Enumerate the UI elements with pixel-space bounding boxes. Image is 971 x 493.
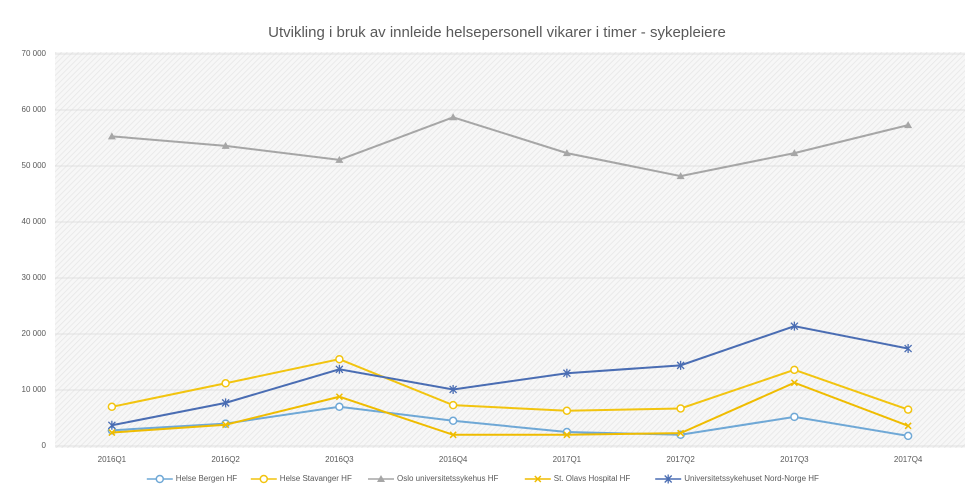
y-tick-label: 60 000 — [22, 105, 47, 114]
marker — [562, 406, 572, 415]
legend-label: Oslo universitetssykehus HF — [397, 474, 498, 483]
x-tick-label: 2017Q2 — [666, 455, 695, 464]
marker — [676, 404, 685, 413]
marker — [259, 474, 269, 484]
legend-label: Helse Stavanger HF — [280, 474, 352, 483]
marker — [664, 474, 673, 484]
x-tick-label: 2016Q3 — [325, 455, 354, 464]
marker — [335, 402, 344, 412]
marker — [790, 412, 799, 422]
y-tick-label: 0 — [42, 441, 47, 450]
marker — [108, 429, 116, 437]
y-tick-label: 10 000 — [22, 385, 47, 394]
legend-label: St. Olavs Hospital HF — [554, 474, 631, 483]
y-tick-label: 40 000 — [22, 217, 47, 226]
marker — [904, 121, 913, 129]
marker — [221, 398, 230, 408]
marker — [335, 364, 344, 374]
y-tick-label: 70 000 — [22, 49, 47, 58]
x-tick-label: 2017Q1 — [553, 455, 582, 464]
chart-title: Utvikling i bruk av innleide helseperson… — [268, 24, 726, 41]
y-tick-label: 20 000 — [22, 329, 47, 338]
marker — [335, 155, 344, 163]
series-line — [111, 381, 909, 436]
marker — [335, 354, 344, 364]
marker — [790, 365, 799, 375]
marker — [449, 384, 458, 394]
marker — [562, 368, 571, 378]
marker — [107, 132, 116, 140]
marker — [903, 431, 913, 441]
x-tick-label: 2017Q3 — [780, 455, 809, 464]
marker — [904, 422, 912, 430]
marker — [790, 149, 799, 157]
marker — [563, 431, 571, 439]
marker — [448, 400, 458, 410]
series-line — [111, 325, 909, 427]
marker — [677, 429, 685, 437]
marker — [449, 113, 458, 121]
marker — [676, 360, 685, 370]
marker — [790, 321, 799, 331]
marker — [377, 475, 385, 482]
x-tick-label: 2016Q2 — [211, 455, 240, 464]
marker — [449, 431, 457, 439]
legend-label: Universitetssykehuset Nord-Norge HF — [684, 474, 819, 483]
y-tick-label: 50 000 — [22, 161, 47, 170]
marker — [562, 149, 571, 157]
marker — [221, 379, 230, 388]
x-tick-label: 2016Q1 — [98, 455, 127, 464]
marker — [107, 420, 116, 430]
plot-background — [55, 52, 965, 448]
marker — [221, 141, 230, 149]
marker — [335, 393, 343, 401]
series-line — [111, 358, 909, 412]
marker — [534, 475, 542, 483]
marker — [222, 421, 230, 429]
marker — [904, 344, 913, 354]
y-tick-label: 30 000 — [22, 273, 47, 282]
marker — [676, 172, 685, 180]
marker — [903, 405, 913, 414]
marker — [448, 416, 458, 426]
x-tick-label: 2016Q4 — [439, 455, 468, 464]
marker — [790, 379, 798, 387]
series-line — [111, 116, 909, 178]
legend-label: Helse Bergen HF — [176, 474, 237, 483]
marker — [155, 474, 165, 484]
x-tick-label: 2017Q4 — [894, 455, 923, 464]
marker — [107, 402, 117, 412]
